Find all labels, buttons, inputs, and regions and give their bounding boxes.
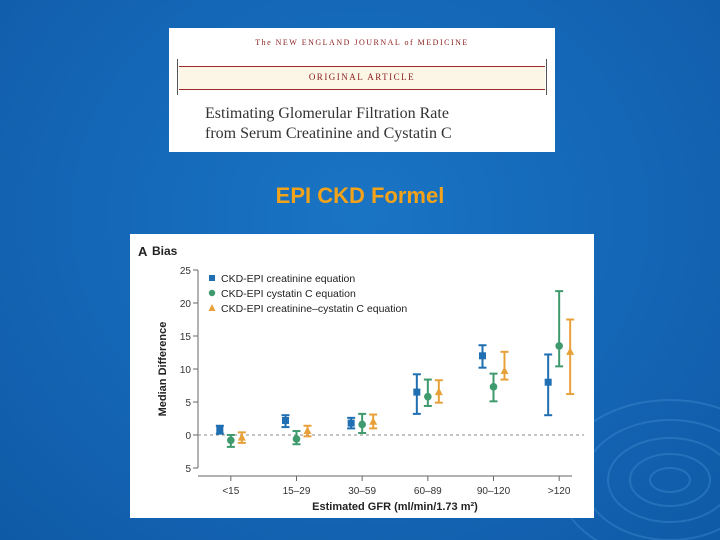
data-point	[555, 342, 563, 350]
y-tick-label: 15	[180, 332, 192, 343]
data-point	[358, 420, 366, 429]
data-point	[369, 417, 378, 425]
x-tick-label: 15–29	[283, 486, 311, 497]
chart-title: Bias	[152, 244, 178, 258]
data-point	[292, 435, 301, 443]
bracket-left	[177, 59, 178, 95]
legend-label: CKD-EPI cystatin C equation	[221, 288, 356, 300]
data-point	[424, 392, 432, 401]
bracket-right	[546, 59, 547, 95]
legend-swatch-circle	[208, 289, 216, 297]
y-tick-label: 0	[185, 431, 191, 442]
data-point	[227, 436, 235, 445]
x-tick-label: 90–120	[477, 486, 511, 497]
data-point	[489, 383, 498, 391]
data-point	[434, 387, 443, 396]
series-circle	[226, 290, 564, 448]
journal-name: The NEW ENGLAND JOURNAL of MEDICINE	[255, 38, 469, 47]
x-tick-label: 30–59	[348, 486, 376, 497]
y-tick-label: 20	[180, 299, 192, 310]
x-tick-label: <15	[222, 486, 239, 497]
x-tick-label: 60–89	[414, 486, 442, 497]
panel-label: A	[138, 244, 148, 259]
x-axis-label: Estimated GFR (ml/min/1.73 m²)	[312, 501, 478, 513]
y-tick-label: 10	[180, 365, 192, 376]
data-point	[237, 433, 246, 441]
article-header-image: The NEW ENGLAND JOURNAL of MEDICINE ORIG…	[169, 28, 555, 152]
paper-title-line-2: from Serum Creatinine and Cystatin C	[205, 125, 452, 142]
chart-panel: A Bias 5 0 5 10 15 20 25 Median Difference <15 15–2…	[130, 234, 594, 518]
chart-axes: A Bias 5 0 5 10 15 20 25 Median Difference <15 15–2…	[138, 244, 584, 513]
article-section-label: ORIGINAL ARTICLE	[308, 72, 416, 82]
data-point	[282, 416, 289, 424]
data-point	[303, 426, 312, 435]
legend-swatch-triangle	[208, 304, 216, 311]
y-tick-label: 5	[185, 398, 191, 409]
x-tick-label: >120	[548, 486, 571, 497]
data-point	[347, 419, 355, 427]
data-point	[544, 378, 552, 386]
series-triangle	[237, 318, 575, 444]
y-axis-label: Median Difference	[157, 322, 169, 417]
y-tick-label: 5	[185, 464, 191, 475]
paper-title: Estimating Glomerular Filtration Rate fr…	[205, 104, 545, 144]
chart-marks	[215, 290, 575, 448]
data-point	[566, 347, 575, 355]
data-point	[216, 426, 224, 434]
y-tick-label: 25	[180, 266, 192, 277]
paper-title-line-1: Estimating Glomerular Filtration Rate	[205, 105, 449, 122]
bias-chart: A Bias 5 0 5 10 15 20 25 Median Difference <15 15–2…	[138, 244, 584, 513]
data-point	[500, 366, 509, 374]
data-point	[479, 352, 486, 360]
data-point	[413, 388, 421, 396]
slide-title: EPI CKD Formel	[275, 183, 445, 208]
article-section-box: ORIGINAL ARTICLE	[177, 59, 547, 95]
legend-label: CKD-EPI creatinine–cystatin C equation	[221, 303, 407, 315]
series-square	[215, 344, 553, 435]
legend-swatch-square	[209, 275, 215, 281]
chart-legend: CKD-EPI creatinine equation CKD-EPI cysta…	[208, 273, 407, 315]
legend-label: CKD-EPI creatinine equation	[221, 273, 355, 285]
